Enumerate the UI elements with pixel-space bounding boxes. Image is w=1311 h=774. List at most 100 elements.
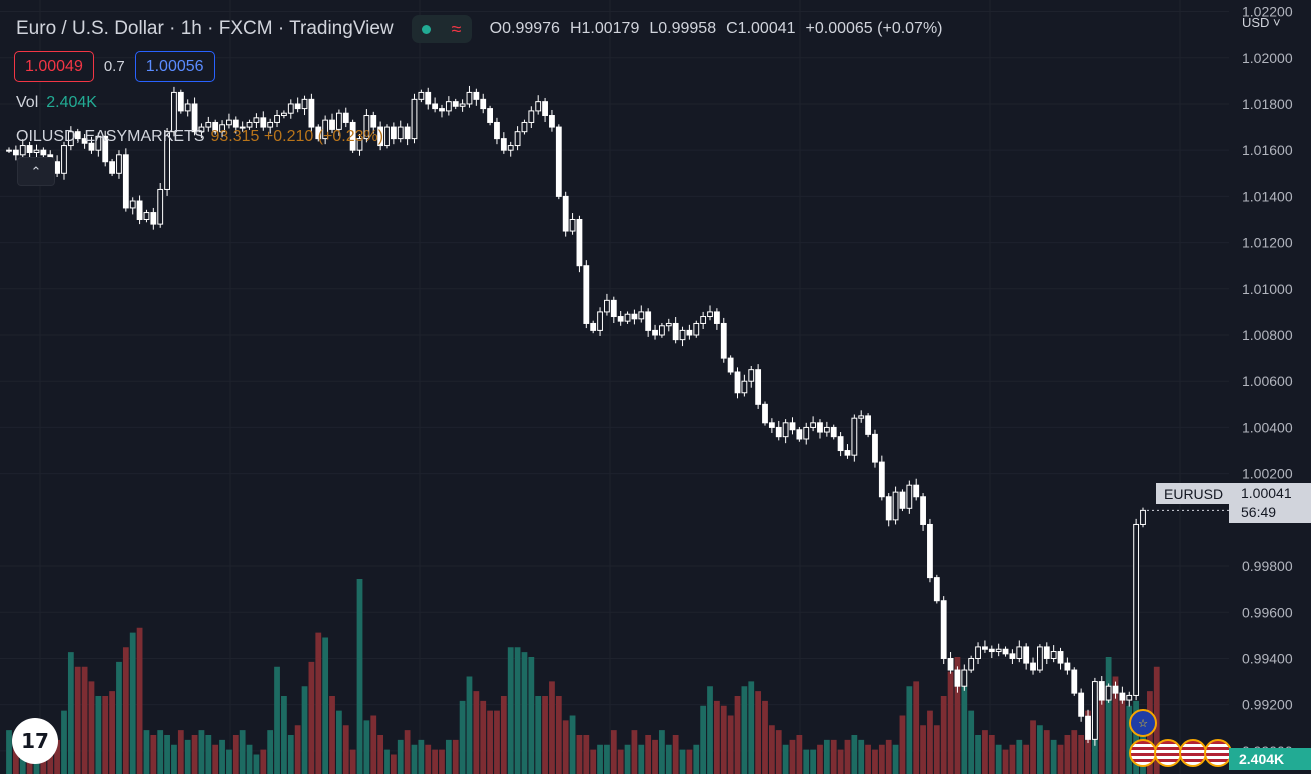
volume-bar bbox=[198, 730, 205, 774]
candle-body bbox=[1078, 692, 1085, 717]
volume-bar bbox=[693, 744, 700, 774]
candle-body bbox=[363, 115, 370, 140]
volume-bar bbox=[555, 696, 562, 774]
volume-bar bbox=[597, 744, 603, 774]
volume-bar bbox=[975, 735, 981, 774]
volume-bar bbox=[267, 730, 274, 774]
volume-bar bbox=[528, 657, 535, 774]
volume-bar bbox=[287, 735, 294, 774]
candle-body bbox=[693, 322, 700, 336]
candle-body bbox=[102, 135, 109, 163]
candle-body bbox=[817, 422, 823, 433]
eu-event-icon[interactable]: ☆ bbox=[1129, 709, 1157, 737]
candle-body bbox=[542, 101, 548, 117]
buy-button[interactable]: 1.00056 bbox=[134, 51, 215, 82]
overlay-legend[interactable]: OILUSD, EASYMARKETS 93.315 +0.210 (+0.23%… bbox=[16, 128, 383, 146]
volume-bar bbox=[583, 735, 590, 774]
volume-legend[interactable]: Vol 2.404K bbox=[16, 94, 97, 112]
volume-bar bbox=[363, 720, 370, 774]
candle-body bbox=[281, 112, 287, 117]
change-value: +0.00065 (+0.07%) bbox=[805, 20, 943, 37]
candle-body bbox=[837, 436, 844, 452]
volume-bar bbox=[212, 744, 219, 774]
volume-bar bbox=[370, 715, 377, 774]
y-tick-label: 0.99400 bbox=[1242, 650, 1293, 666]
volume-bar bbox=[246, 744, 253, 774]
volume-bar bbox=[109, 691, 115, 774]
currency-selector[interactable]: USD ˅ bbox=[1242, 15, 1281, 30]
volume-bar bbox=[74, 666, 81, 774]
volume-bar bbox=[768, 725, 775, 774]
us-event-icon[interactable] bbox=[1204, 739, 1232, 767]
candle-body bbox=[12, 149, 19, 156]
collapse-legend-button[interactable]: ⌃ bbox=[17, 157, 55, 186]
candle-body bbox=[954, 669, 961, 687]
volume-bar bbox=[1037, 725, 1043, 774]
market-status[interactable]: ≈ bbox=[411, 15, 472, 43]
volume-bar bbox=[301, 686, 308, 774]
candle-body bbox=[803, 426, 810, 440]
overlay-value: 93.315 +0.210 (+0.23%) bbox=[210, 128, 384, 145]
volume-bar bbox=[1016, 739, 1023, 774]
chart-header: Euro / U.S. Dollar · 1h · FXCM · Trading… bbox=[16, 15, 943, 43]
candle-body bbox=[6, 149, 12, 152]
volume-bar bbox=[906, 686, 913, 774]
volume-bar bbox=[157, 730, 164, 774]
candle-body bbox=[665, 322, 672, 327]
volume-bar bbox=[480, 700, 487, 774]
candle-body bbox=[356, 138, 363, 151]
volume-bar bbox=[1043, 730, 1050, 774]
us-event-icon[interactable] bbox=[1129, 739, 1157, 767]
candle-body bbox=[789, 422, 796, 431]
us-event-icon[interactable] bbox=[1154, 739, 1182, 767]
y-tick-label: 1.00400 bbox=[1242, 419, 1293, 435]
sell-button[interactable]: 1.00049 bbox=[14, 51, 94, 82]
volume-bar bbox=[116, 661, 122, 774]
candle-body bbox=[329, 119, 335, 130]
candle-body bbox=[81, 138, 88, 144]
volume-bar bbox=[19, 754, 26, 774]
volume-bar bbox=[191, 735, 198, 774]
volume-bar bbox=[205, 735, 212, 774]
volume-bar bbox=[892, 744, 899, 774]
candle-body bbox=[1140, 509, 1146, 525]
candle-body bbox=[466, 91, 473, 105]
tradingview-logo[interactable]: 17 bbox=[12, 718, 58, 764]
volume-bar bbox=[390, 754, 397, 774]
candle-body bbox=[604, 299, 610, 313]
candle-body bbox=[810, 422, 817, 428]
volume-bar bbox=[638, 744, 645, 774]
y-tick-label: 1.01600 bbox=[1242, 142, 1293, 158]
last-price-value: 1.00041 bbox=[1241, 485, 1292, 501]
volume-bar bbox=[494, 710, 500, 774]
candle-body bbox=[205, 121, 212, 128]
candle-body bbox=[459, 103, 466, 107]
volume-bar bbox=[933, 725, 940, 774]
candle-body bbox=[1064, 662, 1071, 671]
candle-body bbox=[67, 131, 74, 147]
volume-bar bbox=[356, 579, 363, 774]
high-label: H bbox=[569, 20, 582, 37]
overlay-label: OILUSD, EASYMARKETS bbox=[16, 128, 205, 145]
candle-body bbox=[274, 115, 280, 123]
volume-bar bbox=[1071, 730, 1078, 774]
spread-value: 0.7 bbox=[103, 58, 125, 75]
candle-body bbox=[1119, 692, 1126, 701]
volume-bar bbox=[1050, 739, 1057, 774]
candle-body bbox=[494, 121, 500, 140]
volume-bar bbox=[988, 735, 995, 774]
candle-body bbox=[535, 101, 542, 112]
candle-body bbox=[755, 369, 762, 405]
y-tick-label: 0.99800 bbox=[1242, 558, 1293, 574]
volume-bar bbox=[576, 735, 583, 774]
volume-bar bbox=[177, 730, 184, 774]
candle-body bbox=[116, 154, 122, 174]
candle-body bbox=[129, 200, 136, 209]
volume-bar bbox=[665, 744, 672, 774]
candle-body bbox=[583, 265, 590, 324]
volume-bar bbox=[452, 739, 459, 774]
symbol-title[interactable]: Euro / U.S. Dollar · 1h · FXCM · Trading… bbox=[16, 18, 394, 39]
us-event-icon[interactable] bbox=[1179, 739, 1207, 767]
candle-body bbox=[906, 484, 913, 509]
